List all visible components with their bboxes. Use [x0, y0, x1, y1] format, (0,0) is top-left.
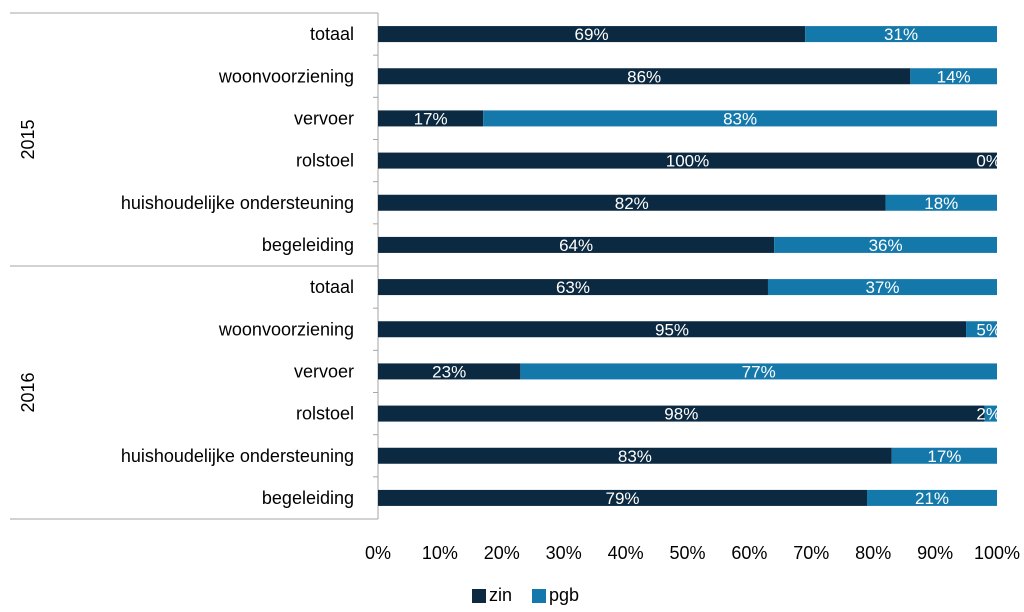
category-label: rolstoel: [296, 151, 354, 171]
data-label-pgb: 0%: [976, 152, 1001, 171]
category-label: woonvoorziening: [218, 319, 354, 339]
legend-swatch-zin: [472, 589, 486, 603]
bar-pgb: [966, 321, 997, 338]
bar-pgb: [910, 68, 997, 85]
x-tick-label: 0%: [365, 543, 391, 563]
bar-pgb: [891, 447, 997, 464]
data-label-zin: 63%: [556, 278, 590, 297]
bar-zin: [378, 321, 967, 338]
data-label-zin: 83%: [618, 447, 652, 466]
bar-zin: [378, 110, 484, 127]
x-tick-label: 100%: [974, 543, 1020, 563]
data-label-pgb: 18%: [924, 194, 958, 213]
bar-zin: [378, 236, 775, 253]
x-tick-label: 10%: [422, 543, 458, 563]
bar-zin: [378, 68, 911, 85]
data-label-pgb: 17%: [927, 447, 961, 466]
data-label-zin: 86%: [627, 67, 661, 86]
category-label: vervoer: [294, 361, 354, 381]
category-label: huishoudelijke ondersteuning: [121, 446, 354, 466]
bar-zin: [378, 489, 868, 506]
legend-label-pgb: pgb: [549, 585, 579, 605]
category-label: huishoudelijke ondersteuning: [121, 193, 354, 213]
group-label: 2015: [18, 119, 38, 159]
bar-pgb: [774, 236, 997, 253]
data-label-pgb: 77%: [742, 362, 776, 381]
data-label-zin: 64%: [559, 236, 593, 255]
data-label-pgb: 31%: [884, 25, 918, 44]
x-tick-label: 30%: [546, 543, 582, 563]
bar-zin: [378, 447, 892, 464]
data-label-zin: 79%: [605, 489, 639, 508]
legend-label-zin: zin: [489, 585, 512, 605]
data-label-zin: 23%: [432, 362, 466, 381]
group-label: 2016: [18, 372, 38, 412]
category-label: begeleiding: [262, 235, 354, 255]
data-label-pgb: 14%: [937, 67, 971, 86]
bar-zin: [378, 194, 886, 211]
data-label-zin: 95%: [655, 320, 689, 339]
x-tick-label: 20%: [484, 543, 520, 563]
data-label-zin: 100%: [666, 152, 709, 171]
data-label-pgb: 2%: [976, 405, 1001, 424]
x-tick-label: 90%: [917, 543, 953, 563]
data-label-zin: 98%: [664, 405, 698, 424]
bar-zin: [378, 405, 985, 422]
bar-zin: [378, 279, 768, 296]
x-tick-label: 40%: [608, 543, 644, 563]
category-label: rolstoel: [296, 404, 354, 424]
bar-pgb: [483, 110, 998, 127]
data-label-zin: 69%: [575, 25, 609, 44]
x-tick-label: 70%: [793, 543, 829, 563]
category-label: vervoer: [294, 108, 354, 128]
bar-pgb: [867, 489, 997, 506]
data-label-pgb: 36%: [869, 236, 903, 255]
bar-zin: [378, 363, 521, 380]
data-label-pgb: 83%: [723, 109, 757, 128]
category-label: totaal: [310, 277, 354, 297]
category-label: totaal: [310, 24, 354, 44]
data-label-zin: 17%: [414, 109, 448, 128]
x-tick-label: 50%: [669, 543, 705, 563]
category-label: begeleiding: [262, 488, 354, 508]
x-tick-label: 80%: [855, 543, 891, 563]
category-label: woonvoorziening: [218, 66, 354, 86]
bar-pgb: [767, 279, 997, 296]
bar-zin: [378, 26, 806, 43]
bar-zin: [378, 152, 997, 169]
bar-pgb: [520, 363, 997, 380]
data-label-pgb: 5%: [976, 320, 1001, 339]
x-tick-label: 60%: [731, 543, 767, 563]
data-label-zin: 82%: [615, 194, 649, 213]
data-label-pgb: 37%: [865, 278, 899, 297]
data-label-pgb: 21%: [915, 489, 949, 508]
bar-pgb: [805, 26, 997, 43]
bar-pgb: [885, 194, 997, 211]
bar-pgb: [984, 405, 997, 422]
legend-swatch-pgb: [532, 589, 546, 603]
